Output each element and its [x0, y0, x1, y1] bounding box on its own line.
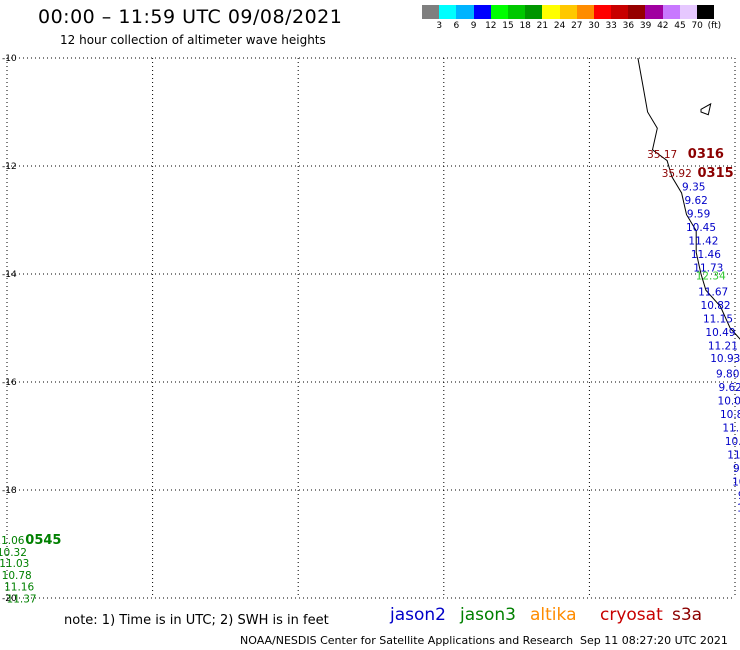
color-swatch	[473, 5, 491, 19]
wave-height-value: 11.60	[737, 503, 740, 515]
wave-height-value: 9.62	[684, 195, 707, 207]
pass-time-label: 0316	[688, 147, 724, 162]
latitude-label: -18	[2, 486, 17, 496]
wave-height-map: -10-12-14-16-18-20-90-87-84-81-78-75 35.…	[0, 54, 740, 605]
mission-legend-altika: altika	[530, 605, 577, 625]
map-grid	[6, 57, 736, 599]
wave-height-value: 11.39	[722, 423, 740, 435]
color-scale-label: 70	[691, 21, 703, 31]
color-swatch	[662, 5, 680, 19]
island-outline	[700, 102, 712, 116]
wave-height-value: 9.59	[687, 208, 710, 220]
wave-height-value: 10.49	[705, 327, 735, 339]
color-scale-label: 27	[571, 21, 583, 31]
color-swatch	[611, 5, 629, 19]
wave-height-value: 11.16	[4, 581, 34, 593]
wave-height-value: 10.04	[718, 396, 740, 408]
wave-height-value: 11.37	[7, 593, 37, 605]
wave-height-value: 12.34	[696, 270, 726, 282]
latitude-label: -10	[2, 54, 17, 64]
map-axis-labels: -10-12-14-16-18-20-90-87-84-81-78-75	[2, 54, 17, 604]
wave-height-value: 10.80	[725, 436, 740, 448]
color-scale-label: 15	[502, 21, 514, 31]
color-swatch	[697, 5, 715, 19]
wave-height-value: 11.07	[727, 450, 740, 462]
color-swatch	[542, 5, 560, 19]
color-scale-bar	[422, 5, 715, 19]
color-swatch	[628, 5, 646, 19]
wave-height-value: 11.21	[708, 341, 738, 353]
color-scale-label: (ft)	[707, 21, 722, 31]
generated-timestamp: Sep 11 08:27:20 UTC 2021	[580, 634, 728, 647]
color-scale-label: 33	[605, 21, 617, 31]
color-swatch	[593, 5, 612, 19]
wave-height-value: 11.06	[0, 535, 25, 547]
color-swatch	[439, 5, 457, 19]
color-scale-label: 45	[674, 21, 686, 31]
color-scale-label: 21	[536, 21, 549, 31]
color-scale-label: 24	[553, 21, 566, 31]
color-scale-label: 6	[453, 21, 460, 31]
wave-height-value: 10.93	[710, 353, 740, 365]
mission-legend-cryosat: cryosat	[600, 605, 663, 625]
color-scale-label: 39	[639, 21, 652, 31]
wave-height-value: 10.88	[720, 409, 740, 421]
color-swatch	[422, 5, 440, 19]
wave-height-value: 10.45	[686, 222, 716, 234]
color-swatch	[645, 5, 663, 19]
color-scale-label: 36	[622, 21, 635, 31]
mission-legend-jason2: jason2	[390, 605, 446, 625]
mission-legend-jason3: jason3	[460, 605, 516, 625]
color-swatch	[456, 5, 474, 19]
color-scale-label: 12	[485, 21, 497, 31]
wave-height-value: 10.32	[0, 547, 27, 559]
credit-text: NOAA/NESDIS Center for Satellite Applica…	[240, 634, 574, 647]
wave-height-value: 35.17	[647, 149, 677, 161]
color-scale-label: 3	[436, 21, 443, 31]
wave-height-value: 11.73	[693, 262, 723, 274]
color-swatch	[576, 5, 594, 19]
latitude-label: -20	[2, 594, 17, 604]
pass-time-label: 0545	[25, 533, 61, 548]
color-swatch	[507, 5, 526, 19]
wave-height-value: 10.09	[732, 477, 740, 489]
wave-height-value: 11.15	[703, 314, 733, 326]
wave-height-value: 9.74	[738, 490, 740, 502]
latitude-label: -16	[2, 378, 17, 388]
color-swatch	[490, 5, 508, 19]
wave-height-value: 10.82	[701, 300, 731, 312]
map-title: 00:00 – 11:59 UTC 09/08/2021	[38, 6, 343, 28]
pass-time-label: 0315	[697, 166, 733, 181]
color-swatch	[559, 5, 577, 19]
wave-height-value: 11.67	[698, 287, 728, 299]
coastline	[637, 57, 740, 340]
wave-height-value: 11.42	[688, 235, 718, 247]
wave-height-value: 9.14	[733, 463, 740, 475]
color-scale-label: 42	[657, 21, 669, 31]
color-scale-label: 30	[588, 21, 600, 31]
color-swatch	[679, 5, 697, 19]
map-subtitle: 12 hour collection of altimeter wave hei…	[60, 33, 326, 47]
wave-height-value: 11.03	[0, 558, 29, 570]
wave-height-value: 10.78	[2, 570, 32, 582]
latitude-label: -12	[2, 162, 17, 172]
color-scale-label: 18	[519, 21, 531, 31]
map-note: note: 1) Time is in UTC; 2) SWH is in fe…	[64, 613, 329, 628]
wave-height-value: 9.35	[682, 181, 705, 193]
wave-height-value: 9.62	[718, 382, 740, 394]
wave-height-value: 11.46	[691, 249, 721, 261]
color-scale-labels: 3 6 9 12 15 18 21 24 27 30 33 36 39 42 45 70 (ft)	[422, 21, 740, 33]
mission-legend-s3a: s3a	[672, 605, 703, 625]
color-swatch	[525, 5, 543, 19]
wave-height-value: 9.80	[716, 369, 739, 381]
wave-height-value: 35.92	[662, 168, 692, 180]
latitude-label: -14	[2, 270, 17, 280]
color-scale-label: 9	[470, 21, 477, 31]
